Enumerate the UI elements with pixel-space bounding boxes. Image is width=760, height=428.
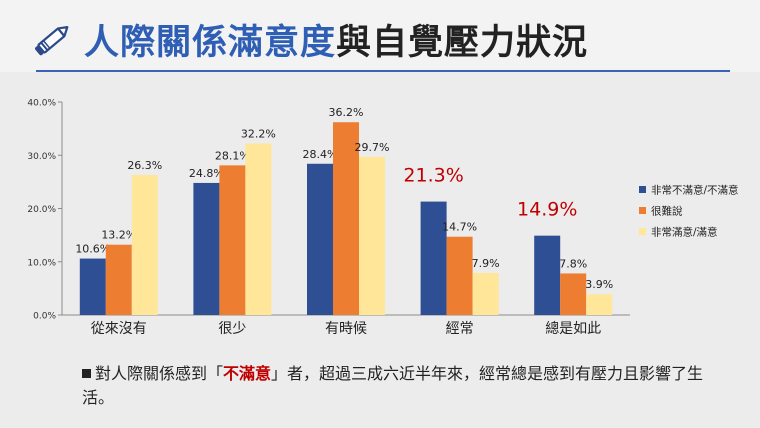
data-label: 7.9% — [472, 257, 500, 270]
bar — [245, 143, 272, 315]
note-after: 」者，超過三成六近半年來，經常總是感到有壓力且影響了生活。 — [82, 364, 704, 407]
legend-swatch — [639, 228, 646, 235]
data-label: 14.7% — [442, 221, 477, 234]
data-label: 29.7% — [355, 141, 390, 154]
data-label: 24.8% — [189, 167, 224, 180]
data-label: 28.1% — [215, 149, 250, 162]
title-underline — [36, 70, 730, 72]
x-tick-label: 總是如此 — [545, 320, 601, 337]
x-tick-label: 有時候 — [325, 321, 367, 337]
note-before: 對人際關係感到「 — [95, 364, 224, 383]
bar — [420, 201, 447, 315]
bar — [534, 235, 561, 315]
y-tick-label: 20.0% — [27, 205, 56, 215]
bar — [219, 165, 246, 315]
pencil-icon — [35, 26, 69, 56]
y-tick-label: 30.0% — [27, 152, 56, 162]
legend-label: 非常滿意/滿意 — [651, 226, 718, 239]
bar — [560, 273, 587, 315]
note-highlight: 不滿意 — [223, 364, 272, 383]
x-tick-label: 經常 — [446, 321, 474, 337]
bar — [193, 182, 220, 315]
title-part-dark: 與自覺壓力狀況 — [336, 23, 589, 63]
y-tick-label: 40.0% — [27, 99, 56, 109]
x-tick-label: 很少 — [218, 321, 246, 337]
legend-swatch — [639, 207, 646, 214]
data-label: 36.2% — [329, 106, 364, 119]
bar — [472, 272, 499, 315]
bullet-icon — [82, 369, 91, 378]
bar — [105, 244, 132, 315]
bar — [359, 156, 385, 315]
data-label: 13.2% — [101, 229, 136, 242]
data-label: 3.9% — [585, 278, 613, 291]
bar — [446, 236, 473, 315]
data-label: 32.2% — [241, 128, 276, 141]
y-tick-label: 0.0% — [33, 312, 56, 322]
page-title: 人際關係滿意度與自覺壓力狀況 — [84, 14, 588, 65]
bar — [586, 294, 613, 315]
note-text: 對人際關係感到「不滿意」者，超過三成六近半年來，經常總是感到有壓力且影響了生活。 — [82, 362, 722, 410]
data-label: 10.6% — [75, 243, 110, 256]
title-part-blue: 人際關係滿意度 — [84, 23, 337, 63]
x-tick-label: 從來沒有 — [91, 320, 147, 337]
data-label: 28.4% — [303, 148, 338, 161]
legend-swatch — [639, 186, 646, 193]
data-label: 21.3% — [403, 165, 463, 187]
bar — [307, 163, 333, 315]
y-tick-label: 10.0% — [27, 258, 56, 268]
data-label: 14.9% — [517, 199, 577, 221]
bar — [79, 258, 106, 315]
bar — [131, 174, 158, 315]
legend-label: 很難說 — [651, 205, 683, 218]
title-bar — [0, 0, 760, 72]
data-label: 26.3% — [127, 159, 162, 172]
bar — [333, 122, 359, 315]
legend-label: 非常不滿意/不滿意 — [651, 184, 739, 197]
data-label: 7.8% — [559, 257, 587, 270]
